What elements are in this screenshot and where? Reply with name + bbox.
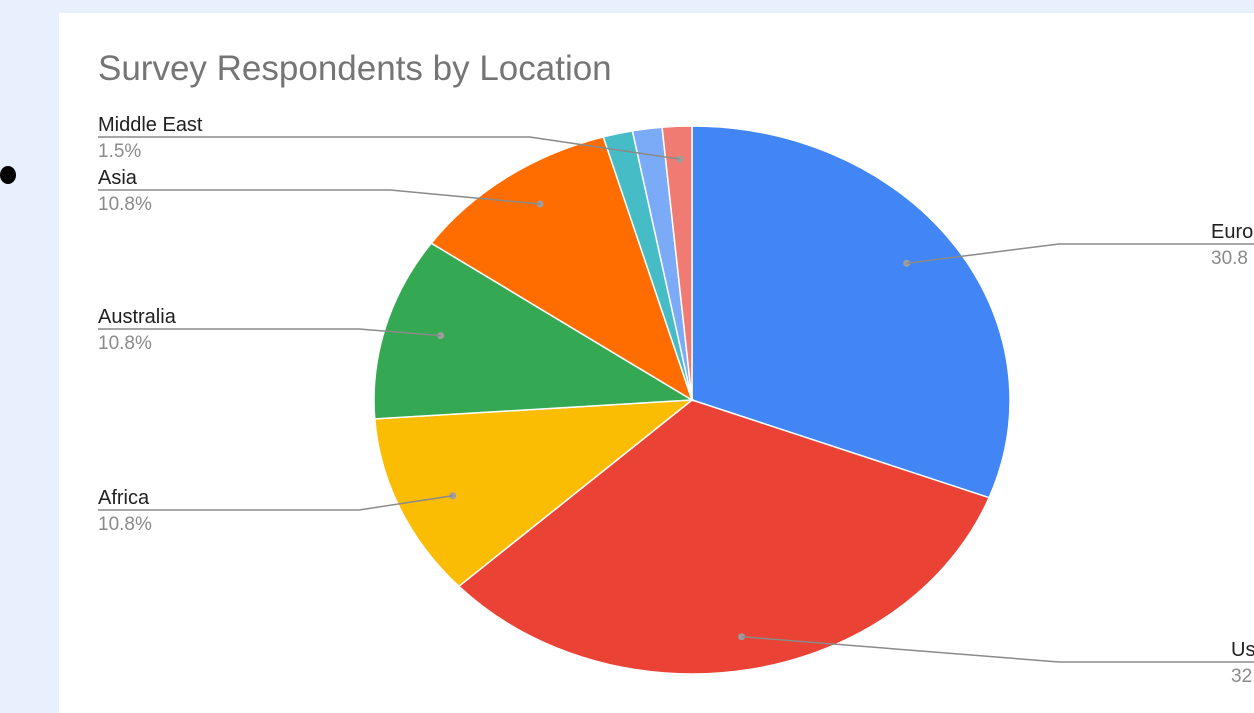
slice-label-percent: 10.8% — [98, 194, 152, 215]
slice-label-name: Us — [1231, 639, 1254, 661]
slice-label-percent: 1.5% — [98, 141, 141, 162]
slice-label-name: Middle East — [98, 114, 203, 136]
slice-label-group: Asia 10.8% — [98, 167, 544, 215]
slice-label-name: Asia — [98, 167, 138, 189]
slice-label-group: Africa 10.8% — [98, 487, 457, 535]
leader-line — [741, 635, 1254, 663]
pie-slice-middle-east[interactable] — [661, 125, 693, 401]
pie-slice-africa[interactable] — [373, 399, 695, 588]
leader-line — [98, 136, 680, 160]
pie-slice-australia[interactable] — [373, 242, 695, 420]
pie-slice-asia[interactable] — [430, 135, 694, 402]
slice-label-group: Us 32.3 — [738, 633, 1254, 687]
slice-label-group: Australia 10.8% — [98, 306, 445, 354]
bullet-point — [0, 166, 16, 184]
pie-slice-euro[interactable] — [691, 125, 1011, 499]
chart-title: Survey Respondents by Location — [98, 49, 612, 88]
slice-label-percent: 10.8% — [98, 514, 152, 535]
leader-line — [906, 243, 1254, 264]
slice-label-name: Australia — [98, 306, 177, 328]
slice-label-percent: 10.8% — [98, 333, 152, 354]
chart-panel: Survey Respondents by Location Euro 30.8 U… — [59, 13, 1254, 713]
leader-line — [98, 189, 541, 205]
slice-label-name: Africa — [98, 487, 150, 509]
slice-label-percent: 30.8 — [1211, 248, 1248, 269]
slice-label-percent: 32.3 — [1231, 666, 1254, 687]
slice-label-name: Euro — [1211, 221, 1253, 243]
slice-label-group: Euro 30.8 — [903, 221, 1254, 269]
leader-line — [98, 495, 453, 511]
slice-label-group: Middle East 1.5% — [98, 114, 684, 163]
pie-chart: Euro30.8Us32.3Africa10.8%Australia10.8%A… — [98, 114, 1254, 687]
leader-line — [98, 328, 441, 337]
pie-slice-us[interactable] — [457, 399, 991, 675]
